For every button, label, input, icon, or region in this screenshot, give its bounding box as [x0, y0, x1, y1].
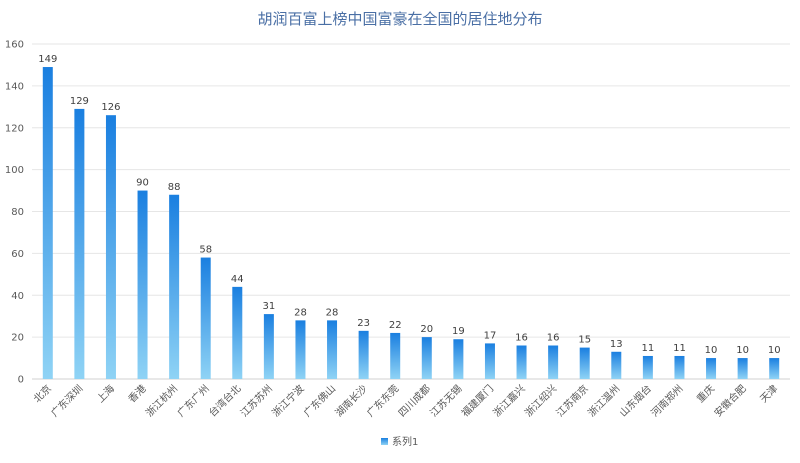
data-label: 16 [547, 333, 560, 344]
data-label: 17 [484, 330, 497, 341]
bar [390, 332, 401, 379]
data-label: 90 [136, 178, 149, 189]
bar [105, 115, 116, 379]
data-label: 58 [199, 245, 212, 256]
data-label: 23 [357, 318, 370, 329]
x-tick-label: 湖南长沙 [332, 382, 369, 419]
y-tick-label: 100 [5, 165, 24, 176]
data-label: 129 [70, 96, 89, 107]
bar [232, 286, 243, 379]
x-tick-label: 重庆 [694, 382, 717, 405]
data-label: 31 [263, 301, 276, 312]
x-tick-label: 天津 [758, 383, 781, 406]
legend-label: 系列1 [392, 435, 418, 448]
x-tick-label: 广东东莞 [364, 382, 401, 419]
x-tick-label: 山东烟台 [617, 382, 654, 419]
x-tick-label: 浙江杭州 [143, 382, 180, 419]
y-tick-label: 0 [18, 375, 24, 386]
x-tick-label: 浙江宁波 [269, 382, 306, 419]
bar [674, 355, 685, 379]
x-tick-label: 广东深圳 [48, 382, 85, 419]
bar [516, 345, 527, 379]
data-label: 126 [101, 102, 120, 113]
y-tick-label: 20 [11, 333, 24, 344]
y-tick-label: 80 [11, 207, 24, 218]
data-labels: 149 129 126 90 88 58 44 31 28 28 23 22 20 19 17 16 16 15 1… [38, 54, 780, 356]
x-tick-label: 安徽合肥 [711, 382, 748, 419]
x-tick-label: 浙江绍兴 [522, 382, 559, 419]
data-label: 28 [294, 307, 307, 318]
bar [327, 320, 338, 379]
bars [42, 67, 780, 379]
y-tick-label: 120 [5, 123, 24, 134]
y-tick-label: 40 [11, 291, 24, 302]
data-label: 20 [420, 324, 433, 335]
bar [642, 355, 653, 379]
bar [137, 190, 148, 379]
data-label: 28 [326, 307, 339, 318]
bar [706, 358, 717, 379]
data-label: 22 [389, 320, 402, 331]
bar [358, 330, 369, 379]
data-label: 16 [515, 333, 528, 344]
legend: 系列1 [381, 435, 418, 448]
x-tick-label: 浙江嘉兴 [490, 382, 527, 419]
bar [737, 358, 748, 379]
bar [548, 345, 559, 379]
x-tick-label: 江苏南京 [553, 382, 590, 419]
data-label: 19 [452, 326, 465, 337]
x-tick-label: 福建厦门 [459, 382, 496, 419]
x-tick-label: 香港 [126, 383, 149, 406]
data-label: 10 [768, 345, 781, 356]
data-label: 44 [231, 274, 244, 285]
data-label: 11 [642, 343, 655, 354]
y-axis-ticks: 0 20 40 60 80 100 120 140 160 [5, 40, 24, 386]
bar [453, 339, 464, 379]
y-tick-label: 60 [11, 249, 24, 260]
x-tick-label: 上海 [94, 382, 117, 405]
data-label: 13 [610, 339, 623, 350]
bar [74, 108, 85, 379]
y-tick-label: 160 [5, 40, 24, 51]
bar [579, 347, 590, 379]
data-label: 15 [578, 335, 591, 346]
bar [200, 257, 211, 379]
bar [769, 358, 780, 379]
y-tick-label: 140 [5, 81, 24, 92]
bar [42, 67, 53, 379]
x-tick-label: 广东佛山 [301, 382, 338, 419]
x-tick-label: 江苏无锡 [427, 382, 464, 419]
x-tick-label: 浙江温州 [586, 383, 623, 420]
bar [484, 343, 495, 379]
bar [263, 314, 274, 379]
x-tick-label: 台湾台北 [206, 382, 243, 419]
bar [611, 351, 622, 379]
x-tick-label: 河南郑州 [648, 382, 685, 419]
data-label: 10 [705, 345, 718, 356]
bar [169, 194, 180, 379]
x-tick-label: 广东广州 [174, 382, 211, 419]
bar [295, 320, 306, 379]
legend-swatch [381, 438, 388, 445]
x-tick-label: 四川成都 [396, 383, 433, 420]
grid-lines [32, 43, 790, 380]
x-tick-label: 江苏苏州 [238, 382, 275, 419]
x-tick-label: 北京 [31, 382, 54, 405]
data-label: 149 [38, 54, 57, 65]
data-label: 88 [168, 182, 181, 193]
bar [421, 337, 432, 379]
data-label: 11 [673, 343, 686, 354]
chart-title: 胡润百富上榜中国富豪在全国的居住地分布 [257, 10, 542, 28]
data-label: 10 [736, 345, 749, 356]
